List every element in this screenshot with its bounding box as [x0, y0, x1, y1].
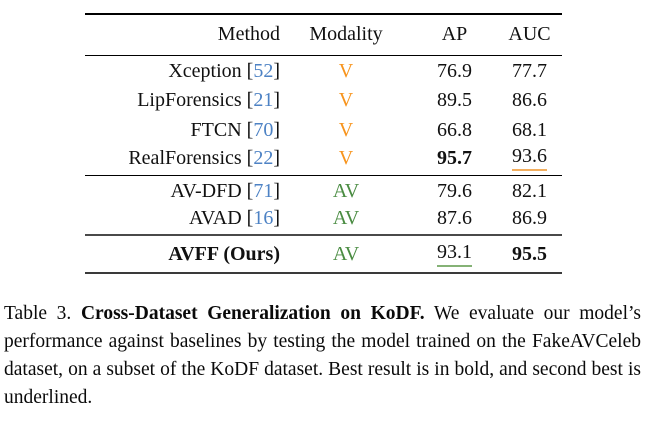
audiovisual-methods-group: AV-DFD [71] AV 79.6 82.1 AVAD [16] AV 87… — [85, 175, 562, 235]
citation-bracket: ] — [273, 118, 280, 141]
citation-link[interactable]: [16] — [247, 207, 280, 229]
method-name: LipForensics — [137, 88, 242, 111]
modality-value: AV — [332, 180, 360, 203]
header-row: Method Modality AP AUC — [85, 14, 562, 55]
modality-value: V — [338, 146, 354, 169]
column-header-method: Method — [217, 23, 280, 46]
method-name: AVAD — [189, 206, 242, 229]
citation-bracket: [ — [246, 180, 254, 203]
citation-bracket: ] — [273, 180, 280, 203]
citation-link[interactable]: [22] — [247, 147, 280, 169]
caption-title: Cross-Dataset Generalization on KoDF. — [80, 303, 425, 324]
ap-value: 87.6 — [437, 206, 472, 229]
citation-number: 70 — [253, 118, 274, 141]
auc-value: 86.9 — [512, 206, 547, 229]
ap-value: 79.6 — [437, 180, 472, 203]
table-caption: Table 3. Cross-Dataset Generalization on… — [2, 300, 643, 412]
column-header-modality: Modality — [309, 23, 383, 46]
modality-value: AV — [332, 206, 360, 229]
ap-value: 76.9 — [437, 60, 472, 83]
table-row: FTCN [70] V 66.8 68.1 — [85, 115, 562, 145]
method-name: AV-DFD — [170, 180, 242, 203]
results-table: Method Modality AP AUC Xception [52] V 7… — [85, 13, 562, 274]
ap-value: 93.1 — [437, 241, 472, 267]
caption-body: We evaluate our model’s performance agai… — [4, 303, 642, 408]
table-row: LipForensics [21] V 89.5 86.6 — [85, 85, 562, 115]
table-row: RealForensics [22] V 95.7 93.6 — [85, 145, 562, 175]
column-header-auc: AUC — [508, 23, 551, 46]
citation-bracket: [ — [246, 206, 254, 229]
citation-number: 22 — [253, 146, 274, 169]
citation-link[interactable]: [71] — [247, 180, 280, 202]
citation-bracket: ] — [273, 206, 280, 229]
citation-bracket: ] — [273, 88, 280, 111]
table-row: Xception [52] V 76.9 77.7 — [85, 55, 562, 85]
citation-link[interactable]: [52] — [247, 60, 280, 82]
citation-bracket: [ — [246, 146, 254, 169]
table-row: AV-DFD [71] AV 79.6 82.1 — [85, 175, 562, 205]
auc-value: 86.6 — [512, 88, 547, 111]
auc-value: 77.7 — [512, 60, 547, 83]
table-header: Method Modality AP AUC — [85, 14, 562, 55]
citation-bracket: ] — [273, 60, 280, 83]
ap-value: 89.5 — [437, 88, 472, 111]
table-row-ours: AVFF (Ours) AV 93.1 95.5 — [85, 235, 562, 273]
citation-link[interactable]: [70] — [247, 119, 280, 141]
modality-value: V — [338, 88, 354, 111]
ap-value: 95.7 — [437, 146, 472, 169]
auc-value: 82.1 — [512, 180, 547, 203]
auc-value: 95.5 — [512, 242, 547, 265]
citation-number: 71 — [253, 180, 274, 203]
modality-value: V — [338, 118, 354, 141]
citation-link[interactable]: [21] — [247, 89, 280, 111]
video-methods-group: Xception [52] V 76.9 77.7 LipForensics [… — [85, 55, 562, 175]
citation-bracket: ] — [273, 146, 280, 169]
modality-value: AV — [332, 242, 360, 265]
ap-value: 66.8 — [437, 118, 472, 141]
column-header-ap: AP — [441, 23, 468, 46]
caption-label: Table 3. — [4, 303, 72, 324]
table-row: AVAD [16] AV 87.6 86.9 — [85, 205, 562, 235]
method-name: AVFF (Ours) — [168, 242, 280, 265]
method-name: Xception — [168, 60, 242, 83]
citation-bracket: [ — [246, 88, 254, 111]
citation-number: 21 — [253, 88, 274, 111]
auc-value: 68.1 — [512, 118, 547, 141]
method-name: RealForensics — [128, 146, 242, 169]
method-name: FTCN — [190, 118, 242, 141]
auc-value: 93.6 — [512, 145, 547, 172]
modality-value: V — [338, 60, 354, 83]
citation-number: 52 — [253, 60, 274, 83]
citation-number: 16 — [253, 206, 274, 229]
citation-bracket: [ — [246, 118, 254, 141]
ours-group: AVFF (Ours) AV 93.1 95.5 — [85, 235, 562, 273]
citation-bracket: [ — [246, 60, 254, 83]
